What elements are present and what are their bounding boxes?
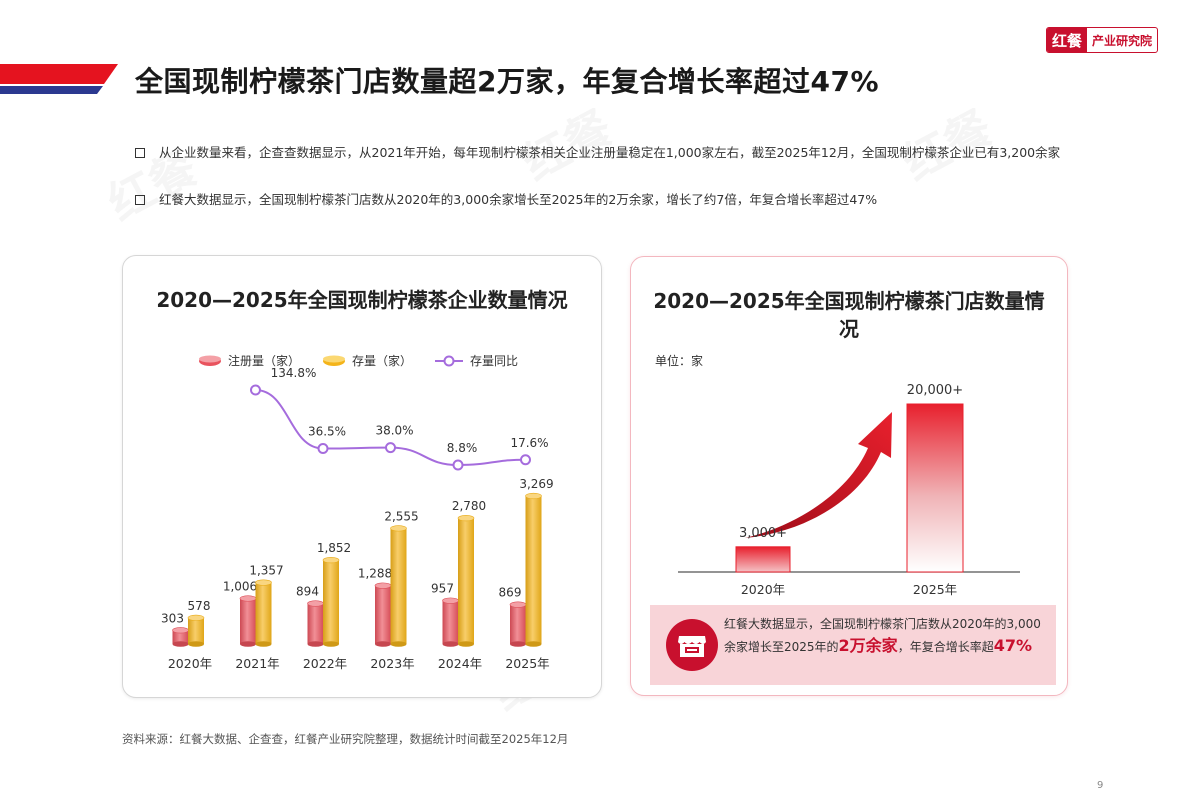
- store-icon: [666, 619, 718, 671]
- growth-arrow-icon: [745, 412, 892, 538]
- unit-label: 单位：家: [655, 354, 704, 368]
- data-label: 2,780: [452, 499, 486, 513]
- bar-registered: [442, 597, 459, 647]
- source-note: 资料来源：红餐大数据、企查查，红餐产业研究院整理，数据统计时间截至2025年12…: [122, 732, 569, 746]
- legend-item-stock: 存量（家）: [322, 352, 412, 369]
- title-accent-stripe: [0, 64, 118, 94]
- bar-stock: [525, 492, 542, 647]
- bar-stock: [187, 614, 205, 647]
- yoy-label: 17.6%: [510, 436, 548, 450]
- data-label: 1,006: [223, 579, 257, 593]
- callout-text-2: ，年复合增长率超: [897, 640, 994, 654]
- bullet-text: 红餐大数据显示，全国现制柠檬茶门店数从2020年的3,000余家增长至2025年…: [159, 192, 878, 207]
- bar-value-label: 20,000+: [907, 383, 963, 398]
- data-label: 578: [188, 599, 211, 613]
- legend-label-registered: 注册量（家）: [228, 354, 301, 368]
- callout-text: 红餐大数据显示，全国现制柠檬茶门店数从2020年的3,000余家增长至2025年…: [724, 613, 1050, 658]
- bar-stock: [457, 515, 475, 647]
- bullet-box-icon: [135, 195, 145, 205]
- callout-highlight-stores: 2万余家: [838, 636, 898, 655]
- enterprise-chart-title: 2020—2025年全国现制柠檬茶企业数量情况: [156, 288, 568, 312]
- data-label: 957: [431, 582, 454, 596]
- bar-registered: [307, 600, 324, 647]
- legend-label-stock: 存量（家）: [352, 354, 413, 368]
- data-label: 1,852: [317, 541, 351, 555]
- legend-item-registered: 注册量（家）: [198, 352, 300, 369]
- bar-value-label: 3,000+: [739, 526, 787, 541]
- logo-subtitle: 产业研究院: [1091, 33, 1152, 48]
- yoy-point: [250, 384, 261, 396]
- bar-registered: [239, 595, 257, 647]
- bar-stock: [390, 525, 407, 647]
- x-tick-label: 2022年: [303, 656, 347, 671]
- bullet-point: 红餐大数据显示，全国现制柠檬茶门店数从2020年的3,000余家增长至2025年…: [135, 191, 1085, 208]
- yoy-label: 134.8%: [271, 366, 317, 380]
- store-bar: [735, 546, 791, 573]
- x-tick-label: 2021年: [235, 656, 279, 671]
- data-label: 1,357: [249, 564, 283, 578]
- data-label: 3,269: [519, 477, 553, 491]
- yoy-label: 38.0%: [375, 424, 413, 438]
- yoy-point: [452, 459, 464, 471]
- bullet-point: 从企业数量来看，企查查数据显示，从2021年开始，每年现制柠檬茶相关企业注册量稳…: [135, 144, 1085, 161]
- page-title: 全国现制柠檬茶门店数量超2万家，年复合增长率超过47%: [135, 65, 880, 98]
- data-label: 1,288: [358, 567, 392, 581]
- data-label: 2,555: [384, 509, 418, 523]
- yoy-label: 36.5%: [308, 425, 346, 439]
- page-number: 9: [1097, 780, 1104, 791]
- yoy-point: [385, 442, 396, 454]
- legend-swatch-stock: [323, 355, 346, 366]
- callout-highlight-cagr: 47%: [993, 636, 1032, 655]
- x-tick-label: 2023年: [370, 656, 414, 671]
- bullet-box-icon: [135, 148, 145, 158]
- chart-legend: 注册量（家） 存量（家） 存量同比: [198, 352, 540, 369]
- legend-swatch-yoy: [435, 355, 464, 366]
- data-label: 303: [161, 611, 184, 625]
- bar-registered: [509, 601, 527, 647]
- yoy-point: [520, 454, 531, 466]
- brand-logo: 红餐 产业研究院: [1045, 27, 1158, 53]
- data-label: 894: [296, 585, 319, 599]
- bar-registered: [374, 582, 392, 647]
- bar-stock: [322, 557, 340, 647]
- x-tick-label: 2024年: [438, 656, 482, 671]
- logo-brand: 红餐: [1046, 28, 1087, 52]
- bar-registered: [172, 627, 189, 647]
- bar-stock: [255, 579, 272, 647]
- x-tick-label: 2025年: [913, 582, 957, 597]
- data-label: 869: [499, 586, 522, 600]
- legend-item-yoy: 存量同比: [434, 352, 518, 369]
- yoy-point: [317, 443, 329, 455]
- callout-text-1: 红餐大数据显示，全国现制柠檬茶门店数从2020年的3,000余家增长至2025年…: [724, 617, 1041, 654]
- bullet-text: 从企业数量来看，企查查数据显示，从2021年开始，每年现制柠檬茶相关企业注册量稳…: [159, 145, 1061, 160]
- yoy-label: 8.8%: [447, 441, 478, 455]
- x-tick-label: 2020年: [168, 656, 212, 671]
- store-chart-title: 2020—2025年全国现制柠檬茶门店数量情况: [653, 289, 1045, 341]
- legend-swatch-registered: [199, 355, 221, 366]
- x-tick-label: 2020年: [741, 582, 785, 597]
- legend-label-yoy: 存量同比: [470, 354, 519, 368]
- x-tick-label: 2025年: [505, 656, 549, 671]
- store-bar: [906, 403, 964, 573]
